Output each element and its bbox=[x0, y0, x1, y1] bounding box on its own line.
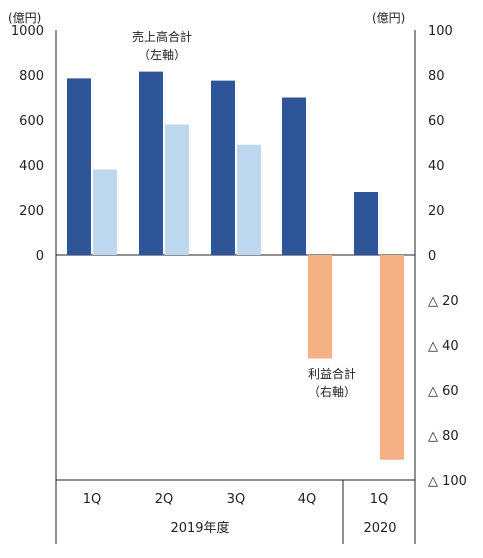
right-tick-label: △ 60 bbox=[428, 384, 459, 399]
category-label: 1Q bbox=[370, 492, 389, 507]
right-axis-unit: (億円) bbox=[372, 11, 405, 25]
bar-series-0-1 bbox=[139, 71, 163, 255]
bar-series-2-4 bbox=[380, 255, 404, 460]
series-label-profit: 利益合計 bbox=[308, 366, 356, 381]
bar-series-0-4 bbox=[354, 192, 378, 255]
group-label-2019: 2019年度 bbox=[170, 520, 229, 536]
bars bbox=[67, 71, 404, 460]
bar-series-0-3 bbox=[282, 97, 306, 255]
right-tick-label: 60 bbox=[428, 114, 445, 129]
category-label: 4Q bbox=[298, 492, 317, 507]
bar-series-0-2 bbox=[211, 80, 235, 255]
right-tick-label: 0 bbox=[428, 249, 436, 264]
group-label-2020: 2020 bbox=[363, 521, 396, 536]
left-axis-unit: (億円) bbox=[8, 11, 41, 25]
left-tick-label: 0 bbox=[36, 249, 44, 264]
series-label-profit-sub: （右軸） bbox=[308, 384, 356, 399]
category-label: 2Q bbox=[155, 492, 174, 507]
left-tick-label: 200 bbox=[19, 204, 44, 219]
category-label: 1Q bbox=[83, 492, 102, 507]
series-label-sales-sub: （左軸） bbox=[138, 47, 186, 62]
left-tick-label: 400 bbox=[19, 159, 44, 174]
left-axis-ticks: 0 200 400 600 800 1000 bbox=[11, 24, 44, 264]
bar-series-1-1 bbox=[165, 124, 189, 255]
category-labels: 1Q 2Q 3Q 4Q 1Q bbox=[83, 492, 389, 507]
right-tick-label: 80 bbox=[428, 69, 445, 84]
bar-series-2-3 bbox=[308, 255, 332, 359]
plot-frame bbox=[55, 30, 416, 544]
right-tick-label: △ 100 bbox=[428, 474, 467, 489]
right-tick-label: △ 80 bbox=[428, 429, 459, 444]
left-tick-label: 1000 bbox=[11, 24, 44, 39]
bar-series-1-0 bbox=[93, 169, 117, 255]
series-label-sales: 売上高合計 bbox=[132, 29, 192, 44]
bar-series-1-2 bbox=[237, 144, 261, 255]
left-tick-label: 600 bbox=[19, 114, 44, 129]
right-tick-label: 20 bbox=[428, 204, 445, 219]
bar-series-0-0 bbox=[67, 78, 91, 255]
right-tick-label: △ 20 bbox=[428, 294, 459, 309]
left-tick-label: 800 bbox=[19, 69, 44, 84]
right-tick-label: △ 40 bbox=[428, 339, 459, 354]
right-axis-ticks: △ 100 △ 80 △ 60 △ 40 △ 20 0 20 40 60 80 100 bbox=[428, 24, 467, 489]
right-tick-label: 40 bbox=[428, 159, 445, 174]
right-tick-label: 100 bbox=[428, 24, 453, 39]
category-label: 3Q bbox=[227, 492, 246, 507]
